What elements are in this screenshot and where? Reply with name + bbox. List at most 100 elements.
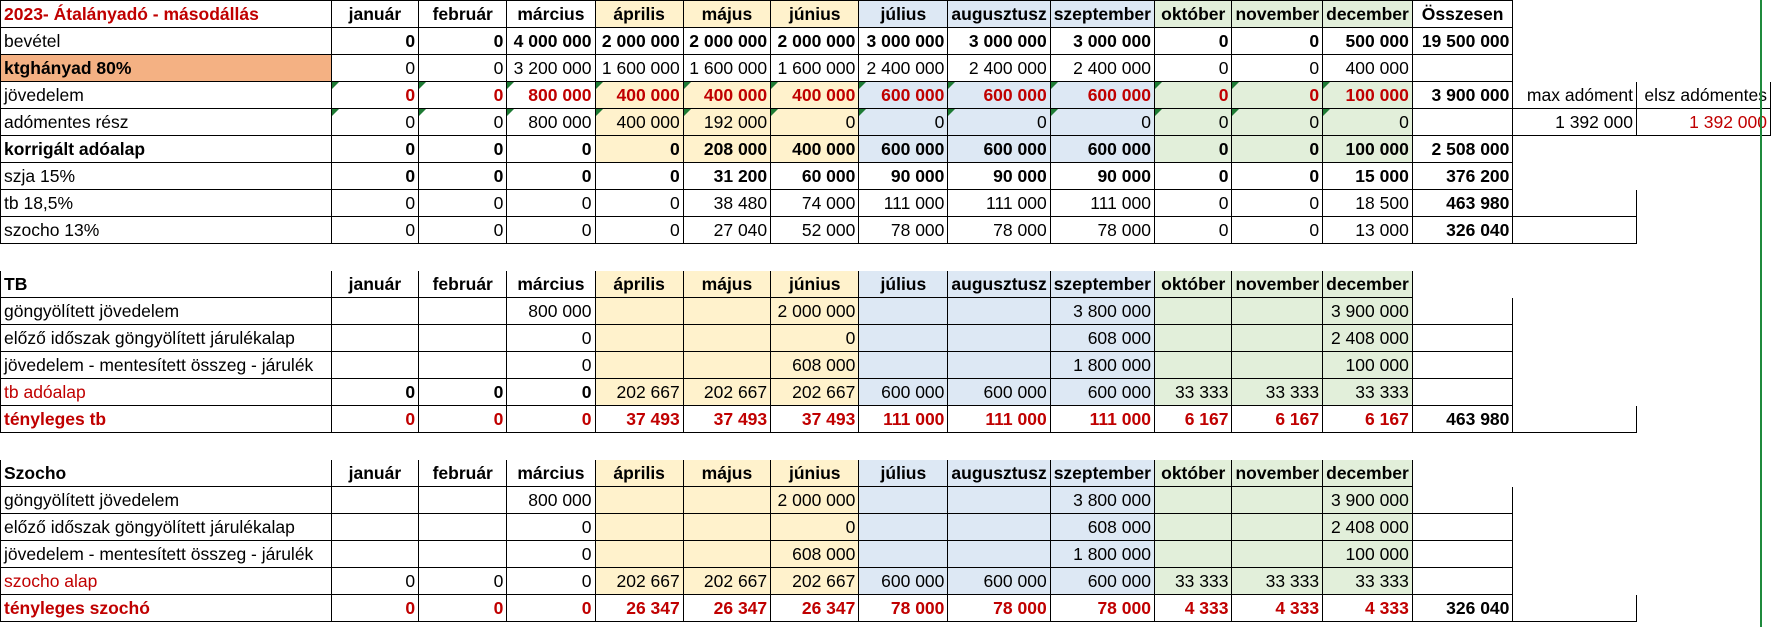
value-cell[interactable] [858, 486, 949, 514]
month-header[interactable]: augusztusz [947, 270, 1051, 298]
month-header[interactable]: január [330, 0, 420, 28]
extra-cell[interactable] [1512, 594, 1637, 622]
value-cell[interactable]: 52 000 [770, 216, 860, 244]
value-cell[interactable]: 202 667 [594, 378, 684, 406]
value-cell[interactable]: 202 667 [594, 567, 684, 595]
value-cell[interactable]: 18 500 [1322, 189, 1413, 217]
value-cell[interactable]: 111 000 [947, 405, 1051, 433]
empty-cell[interactable] [1232, 433, 1323, 460]
value-cell[interactable]: 90 000 [858, 162, 949, 190]
value-cell[interactable] [1231, 297, 1324, 325]
month-header[interactable]: szeptember [1049, 0, 1155, 28]
value-cell[interactable]: 0 [330, 81, 420, 109]
value-cell[interactable]: 4 333 [1231, 594, 1324, 622]
value-cell[interactable]: 600 000 [1049, 567, 1155, 595]
value-cell[interactable]: 3 900 000 [1322, 297, 1413, 325]
value-cell[interactable]: 0 [330, 135, 420, 163]
row-label[interactable]: tényleges szochó [0, 594, 332, 622]
empty-cell[interactable] [859, 433, 948, 460]
value-cell[interactable]: 202 667 [770, 378, 860, 406]
empty-cell[interactable] [683, 433, 770, 460]
value-cell[interactable] [330, 486, 420, 514]
value-cell[interactable] [1153, 486, 1233, 514]
value-cell[interactable]: 33 333 [1231, 567, 1324, 595]
extra-cell[interactable] [1513, 28, 1637, 55]
value-cell[interactable]: 0 [1049, 108, 1155, 136]
value-cell[interactable]: 33 333 [1322, 378, 1413, 406]
total-header[interactable]: Összesen [1411, 0, 1514, 28]
value-cell[interactable]: 33 333 [1153, 567, 1233, 595]
empty-cell[interactable] [1, 244, 332, 271]
value-cell[interactable]: 2 000 000 [770, 297, 860, 325]
value-cell[interactable]: 0 [1231, 27, 1324, 55]
empty-cell[interactable] [1412, 271, 1513, 298]
value-cell[interactable]: 0 [770, 513, 860, 541]
value-cell[interactable]: 2 408 000 [1322, 513, 1413, 541]
value-cell[interactable]: 37 493 [770, 405, 860, 433]
empty-cell[interactable] [1636, 325, 1770, 352]
value-cell[interactable]: 4 000 000 [506, 27, 596, 55]
value-cell[interactable] [1231, 540, 1324, 568]
value-cell[interactable] [594, 351, 684, 379]
extra-cell[interactable] [1513, 379, 1637, 406]
extra-cell[interactable] [1513, 514, 1637, 541]
empty-cell[interactable] [1636, 190, 1770, 217]
value-cell[interactable]: 0 [858, 108, 949, 136]
month-header[interactable]: március [506, 0, 596, 28]
value-cell[interactable] [1231, 486, 1324, 514]
value-cell[interactable]: 0 [418, 216, 508, 244]
extra-cell[interactable] [1513, 352, 1637, 379]
value-cell[interactable]: 0 [506, 513, 596, 541]
month-header[interactable]: május [682, 0, 772, 28]
total-cell[interactable] [1411, 324, 1514, 352]
total-cell[interactable] [1411, 486, 1514, 514]
month-header[interactable]: október [1153, 270, 1233, 298]
empty-cell[interactable] [1513, 433, 1637, 460]
value-cell[interactable]: 608 000 [770, 540, 860, 568]
value-cell[interactable] [418, 540, 508, 568]
empty-cell[interactable] [1636, 433, 1770, 460]
month-header[interactable]: augusztusz [947, 0, 1051, 28]
empty-cell[interactable] [507, 433, 595, 460]
value-cell[interactable] [1231, 324, 1324, 352]
value-cell[interactable] [858, 297, 949, 325]
value-cell[interactable]: 400 000 [594, 108, 684, 136]
empty-cell[interactable] [1636, 55, 1770, 82]
month-header[interactable]: április [594, 0, 684, 28]
value-cell[interactable]: 0 [506, 351, 596, 379]
empty-cell[interactable] [1154, 244, 1232, 271]
value-cell[interactable]: 111 000 [1049, 189, 1155, 217]
month-header[interactable]: november [1231, 459, 1324, 487]
value-cell[interactable]: 800 000 [506, 486, 596, 514]
month-header[interactable]: január [330, 459, 420, 487]
row-label[interactable]: szocho 13% [0, 216, 332, 244]
value-cell[interactable] [947, 540, 1051, 568]
empty-cell[interactable] [1636, 487, 1770, 514]
value-cell[interactable]: 0 [1322, 108, 1413, 136]
row-label[interactable]: jövedelem - mentesített összeg - járulék [0, 540, 332, 568]
value-cell[interactable]: 0 [1231, 135, 1324, 163]
value-cell[interactable]: 78 000 [1049, 216, 1155, 244]
empty-cell[interactable] [1636, 271, 1770, 298]
value-cell[interactable] [594, 324, 684, 352]
value-cell[interactable] [858, 351, 949, 379]
value-cell[interactable]: 1 600 000 [594, 54, 684, 82]
empty-cell[interactable] [1513, 460, 1637, 487]
empty-cell[interactable] [1323, 433, 1413, 460]
empty-cell[interactable] [1771, 406, 1778, 433]
empty-cell[interactable] [948, 433, 1050, 460]
value-cell[interactable] [1153, 297, 1233, 325]
value-cell[interactable]: 0 [1231, 189, 1324, 217]
row-label[interactable]: szocho alap [0, 567, 332, 595]
value-cell[interactable]: 600 000 [947, 81, 1051, 109]
value-cell[interactable]: 500 000 [1322, 27, 1413, 55]
month-header[interactable]: március [506, 270, 596, 298]
total-cell[interactable] [1411, 297, 1514, 325]
value-cell[interactable]: 0 [330, 54, 420, 82]
value-cell[interactable]: 0 [330, 594, 420, 622]
empty-cell[interactable] [1154, 433, 1232, 460]
total-cell[interactable]: 463 980 [1411, 405, 1514, 433]
month-header[interactable]: október [1153, 0, 1233, 28]
value-cell[interactable]: 600 000 [858, 135, 949, 163]
value-cell[interactable] [594, 297, 684, 325]
